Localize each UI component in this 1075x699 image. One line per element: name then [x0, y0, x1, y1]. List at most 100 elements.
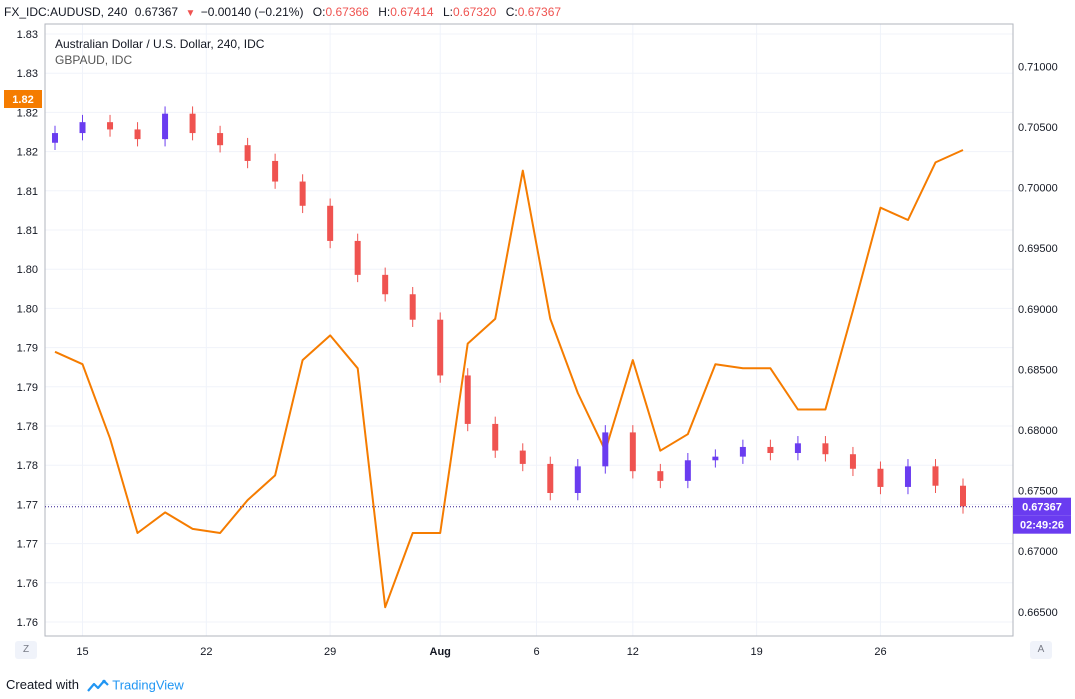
left-tick-label: 1.83	[17, 68, 38, 80]
candle-body	[519, 450, 526, 464]
right-tick-label: 0.66500	[1018, 607, 1058, 619]
candle-body	[767, 446, 774, 454]
candle-body	[602, 432, 609, 467]
candle-body	[327, 205, 334, 241]
footer: Created with TradingView	[0, 672, 1075, 698]
candle-body	[79, 122, 86, 134]
time-tick-label: 6	[533, 646, 539, 658]
candle-body	[354, 240, 361, 275]
right-tick-label: 0.71000	[1018, 61, 1058, 73]
legend-overlay: GBPAUD, IDC	[55, 53, 132, 67]
left-tick-label: 1.77	[17, 499, 38, 511]
candle-body	[904, 466, 911, 487]
countdown-badge	[1013, 515, 1071, 534]
candle-body	[712, 456, 719, 461]
candle-body	[272, 160, 279, 182]
gbpaud-series	[54, 149, 964, 609]
symbol-header: FX_IDC:AUDUSD, 240 0.67367 ▼ −0.00140 (−…	[0, 0, 1075, 24]
time-tick-label: Aug	[430, 646, 451, 658]
created-with-text: Created with	[6, 677, 79, 692]
candle-body	[492, 423, 499, 451]
audusd-candles	[52, 106, 966, 514]
time-axis[interactable]: 15 22 29 Aug 6 12 19 26	[76, 646, 886, 658]
time-tick-label: 26	[874, 646, 886, 658]
left-tick-label: 1.76	[17, 578, 38, 590]
plot-border	[44, 23, 1014, 637]
right-tick-label: 0.70500	[1018, 122, 1058, 134]
right-tick-label: 0.70000	[1018, 183, 1058, 195]
open-value: 0.67366	[325, 5, 369, 19]
left-tick-label: 1.82	[17, 107, 38, 119]
candle-body	[932, 466, 939, 486]
time-tick-label: 19	[751, 646, 763, 658]
close-label: C:	[505, 5, 518, 19]
time-tick-label: 12	[627, 646, 639, 658]
grid-lines	[45, 24, 1013, 636]
candle-body	[464, 375, 471, 424]
candle-body	[877, 468, 884, 487]
right-tick-label: 0.67500	[1018, 486, 1058, 498]
tradingview-logo-icon	[86, 679, 109, 692]
candle-body	[189, 113, 196, 134]
right-price-axis[interactable]: 0.71000 0.70500 0.70000 0.69500 0.69000 0.685…	[1013, 61, 1071, 619]
gbpaud-line	[54, 149, 964, 609]
candle-body	[409, 294, 416, 320]
candle-body	[739, 446, 746, 457]
auto-scale-button[interactable]: A	[1030, 641, 1052, 659]
candle-body	[574, 466, 581, 493]
candle-body	[849, 454, 856, 469]
countdown-label: 02:49:26	[1020, 520, 1064, 532]
candle-body	[822, 443, 829, 455]
down-arrow-icon: ▼	[185, 8, 196, 19]
candle-body	[960, 485, 966, 507]
candle-body	[162, 113, 169, 140]
left-tick-label: 1.80	[17, 303, 38, 315]
left-tick-label: 1.79	[17, 343, 38, 355]
left-current-badge	[4, 90, 42, 108]
high-label: H:	[378, 5, 391, 19]
time-tick-label: 29	[324, 646, 336, 658]
left-tick-label: 1.82	[17, 147, 38, 159]
candle-body	[684, 460, 691, 481]
tradingview-link[interactable]: TradingView	[112, 677, 184, 693]
time-tick-label: 22	[200, 646, 212, 658]
right-tick-label: 0.67000	[1018, 546, 1058, 558]
candle-body	[629, 432, 636, 472]
left-tick-label: 1.81	[17, 186, 38, 198]
left-price-axis[interactable]: 1.831.831.821.821.811.811.801.801.791.79…	[4, 29, 42, 629]
right-tick-label: 0.68500	[1018, 364, 1058, 376]
candle-body	[437, 319, 444, 376]
left-tick-label: 1.80	[17, 264, 38, 276]
open-label: O:	[312, 5, 326, 19]
candle-body	[107, 122, 114, 130]
price-change: −0.00140 (−0.21%)	[200, 5, 304, 19]
left-current-label: 1.82	[12, 94, 33, 106]
left-tick-label: 1.83	[17, 29, 38, 41]
right-tick-label: 0.69000	[1018, 304, 1058, 316]
zoom-reset-button[interactable]: Z	[15, 641, 37, 659]
candle-body	[52, 133, 58, 143]
candle-body	[547, 463, 554, 493]
price-chart[interactable]: 1.831.831.821.821.811.811.801.801.791.79…	[0, 0, 1075, 672]
left-tick-label: 1.81	[17, 225, 38, 237]
left-tick-label: 1.78	[17, 460, 38, 472]
time-tick-label: 15	[76, 646, 88, 658]
close-value: 0.67367	[517, 5, 562, 19]
right-tick-label: 0.69500	[1018, 243, 1058, 255]
low-value: 0.67320	[452, 5, 497, 19]
left-tick-label: 1.76	[17, 617, 38, 629]
left-tick-label: 1.78	[17, 421, 38, 433]
left-tick-label: 1.77	[17, 539, 38, 551]
high-value: 0.67414	[390, 5, 434, 19]
price-badge	[1013, 497, 1071, 516]
candle-body	[299, 181, 306, 206]
right-tick-label: 0.68000	[1018, 425, 1058, 437]
price-badge-label: 0.67367	[1022, 502, 1062, 514]
symbol-name[interactable]: FX_IDC:AUDUSD, 240	[4, 5, 128, 19]
candle-body	[217, 133, 224, 146]
candle-body	[794, 443, 801, 454]
left-tick-label: 1.79	[17, 382, 38, 394]
last-price: 0.67367	[134, 5, 179, 19]
candle-body	[244, 145, 251, 161]
low-label: L:	[442, 5, 453, 19]
